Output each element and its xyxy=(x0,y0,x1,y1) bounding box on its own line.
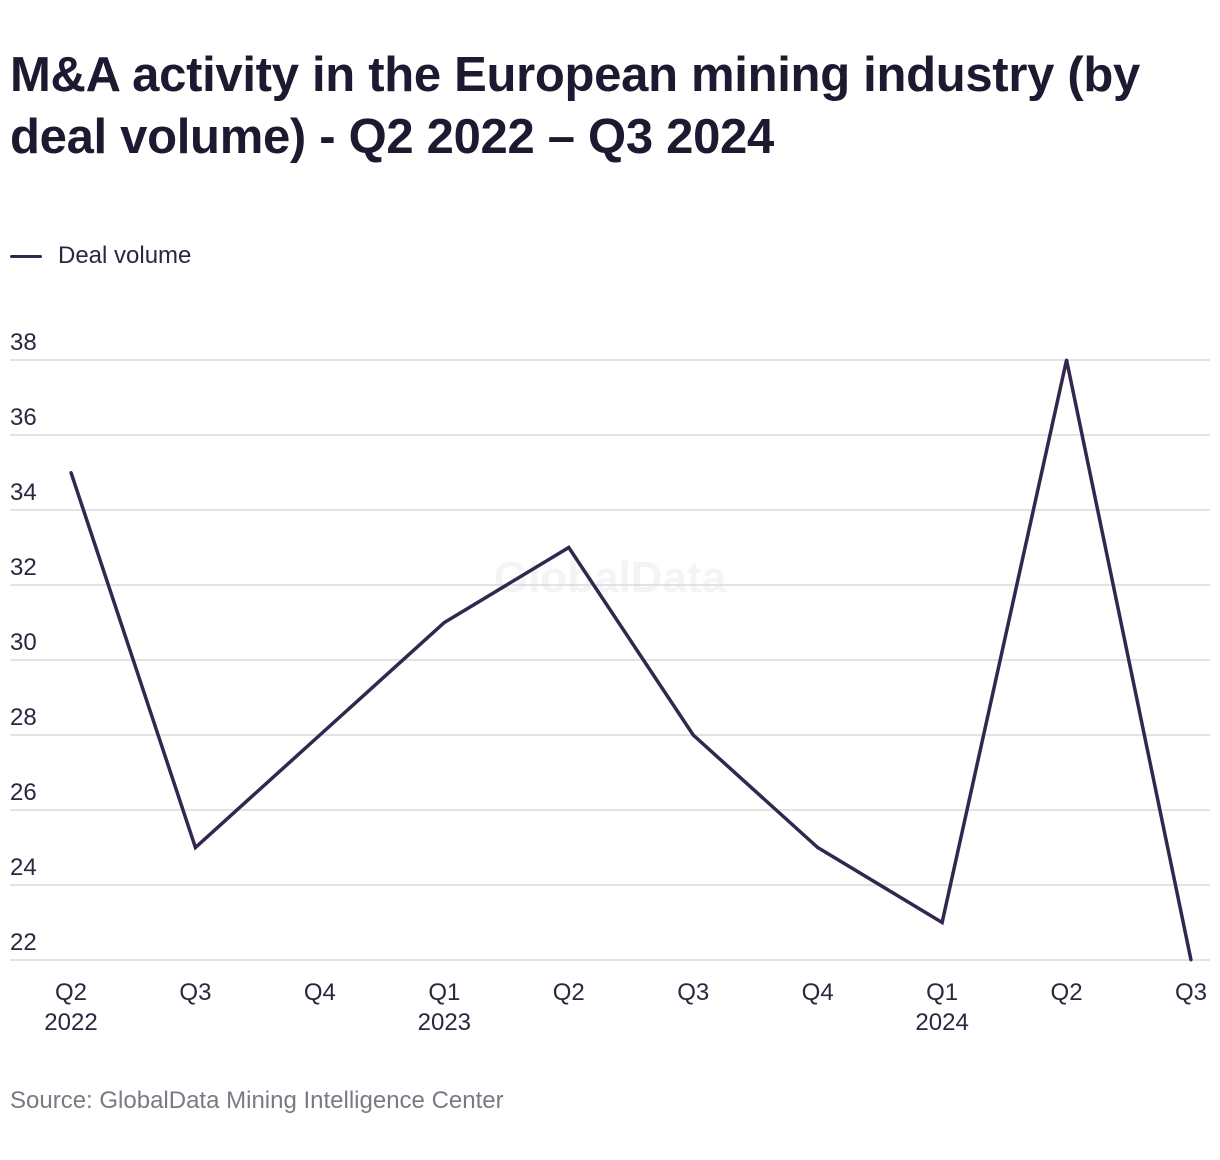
y-tick-label: 34 xyxy=(10,479,37,506)
y-tick-label: 24 xyxy=(10,854,37,881)
series-line-deal-volume xyxy=(69,359,1193,961)
data-point xyxy=(691,733,695,737)
data-point xyxy=(1189,958,1193,962)
legend-label: Deal volume xyxy=(58,242,192,269)
data-point xyxy=(816,846,820,849)
x-tick-label: Q2 xyxy=(1051,979,1083,1006)
legend: Deal volume xyxy=(10,242,191,270)
y-tick-label: 26 xyxy=(10,779,37,806)
x-tick-label: Q3 xyxy=(1175,979,1207,1006)
y-tick-label: 32 xyxy=(10,554,37,581)
y-tick-label: 36 xyxy=(10,404,37,431)
x-year-label: 2022 xyxy=(44,1009,97,1036)
y-tick-label: 28 xyxy=(10,704,37,731)
x-tick-label: Q3 xyxy=(677,979,709,1006)
x-tick-label: Q3 xyxy=(179,979,211,1006)
x-tick-label: Q1 xyxy=(926,979,958,1006)
data-point xyxy=(318,733,322,737)
x-year-label: 2023 xyxy=(418,1009,471,1036)
source-note: Source: GlobalData Mining Intelligence C… xyxy=(10,1087,504,1114)
data-point xyxy=(940,921,944,924)
legend-line-swatch xyxy=(10,254,42,258)
data-point xyxy=(442,621,446,624)
y-tick-label: 30 xyxy=(10,629,37,656)
line-chart: GlobalData 22 24 26 28 30 32 34 36 38 Q2 2022 Q3 Q4 Q1… xyxy=(10,329,1210,1036)
x-year-label: 2024 xyxy=(915,1009,968,1036)
data-point xyxy=(69,471,73,474)
chart-title: M&A activity in the European mining indu… xyxy=(10,48,1140,164)
watermark: GlobalData xyxy=(494,553,727,602)
x-tick-label: Q1 xyxy=(428,979,460,1006)
data-point xyxy=(193,846,197,849)
data-point xyxy=(1065,358,1069,362)
x-tick-label: Q2 xyxy=(55,979,87,1006)
y-tick-label: 22 xyxy=(10,929,37,956)
x-tick-label: Q4 xyxy=(802,979,834,1006)
data-point xyxy=(567,546,571,549)
y-tick-label: 38 xyxy=(10,329,37,356)
x-tick-label: Q2 xyxy=(553,979,585,1006)
x-tick-label: Q4 xyxy=(304,979,336,1006)
